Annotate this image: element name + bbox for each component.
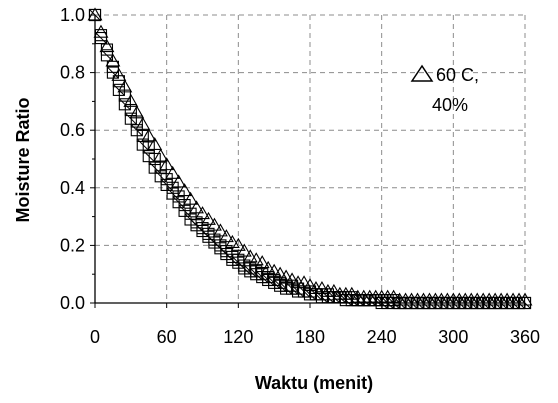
x-tick-label: 120	[223, 327, 253, 347]
square-point	[94, 29, 108, 42]
x-tick-label: 0	[90, 327, 100, 347]
triangle-point	[141, 128, 157, 142]
triangle-point	[153, 148, 169, 162]
triangle-point	[224, 234, 240, 248]
triangle-point	[105, 53, 121, 67]
triangle-point	[129, 105, 145, 119]
triangle-point	[260, 260, 276, 274]
legend-triangle-icon	[410, 64, 434, 82]
triangle-point	[386, 289, 402, 303]
legend: 60 C, 40%	[410, 64, 479, 115]
triangle-point	[326, 283, 342, 297]
triangle-point	[272, 266, 288, 280]
x-tick-label: 60	[157, 327, 177, 347]
triangle-point	[284, 272, 300, 286]
triangle-point	[266, 263, 282, 277]
triangle-point	[195, 206, 210, 220]
triangle-point	[147, 136, 163, 151]
x-square-point	[94, 31, 108, 45]
x-tick-label: 180	[295, 327, 325, 347]
y-axis-title: Moisture Ratio	[13, 97, 33, 222]
x-tick-label: 240	[367, 327, 397, 347]
triangle-point	[254, 255, 270, 269]
triangle-point	[517, 292, 533, 306]
triangle-point	[314, 280, 330, 295]
x-tick-label: 360	[510, 327, 540, 347]
y-tick-label: 1.0	[60, 5, 85, 25]
triangle-point	[242, 249, 258, 263]
data-markers	[87, 7, 533, 310]
triangle-point	[230, 237, 246, 251]
triangle-point	[111, 67, 127, 81]
triangle-point	[344, 286, 360, 300]
triangle-point	[171, 174, 187, 188]
triangle-point	[135, 116, 151, 130]
triangle-point	[189, 200, 204, 214]
triangle-point	[177, 183, 193, 197]
x-square-point	[130, 124, 143, 137]
legend-label-line2: 40%	[432, 95, 468, 115]
triangle-point	[218, 229, 234, 243]
triangle-point	[302, 278, 318, 292]
triangle-point	[296, 275, 312, 289]
grid-lines	[95, 14, 526, 303]
y-tick-label: 0.2	[60, 235, 85, 255]
triangle-point	[159, 157, 175, 171]
triangle-point	[201, 211, 216, 225]
triangle-point	[183, 191, 199, 205]
triangle-point	[87, 7, 103, 21]
y-tick-label: 0.6	[60, 120, 85, 140]
triangle-point	[123, 93, 139, 107]
triangle-point	[117, 79, 133, 93]
triangle-point	[278, 269, 294, 283]
legend-label-line1: 60 C,	[436, 65, 479, 85]
triangle-point	[206, 217, 222, 231]
triangle-point	[165, 165, 181, 179]
x-axis-title: Waktu (menit)	[255, 373, 373, 393]
triangle-point	[212, 223, 228, 237]
x-tick-label: 300	[438, 327, 468, 347]
triangle-point	[93, 24, 109, 38]
x-axis-tick-labels: 0 60 120 180 240 300 360	[90, 327, 540, 347]
triangle-point	[248, 252, 264, 266]
y-tick-label: 0.8	[60, 63, 85, 83]
x-square-point	[106, 66, 119, 79]
y-tick-label: 0.0	[60, 293, 85, 313]
y-tick-label: 0.4	[60, 178, 85, 198]
y-axis-tick-labels: 0.0 0.2 0.4 0.6 0.8 1.0	[60, 5, 85, 313]
triangle-point	[99, 39, 115, 53]
triangle-point	[236, 243, 252, 257]
